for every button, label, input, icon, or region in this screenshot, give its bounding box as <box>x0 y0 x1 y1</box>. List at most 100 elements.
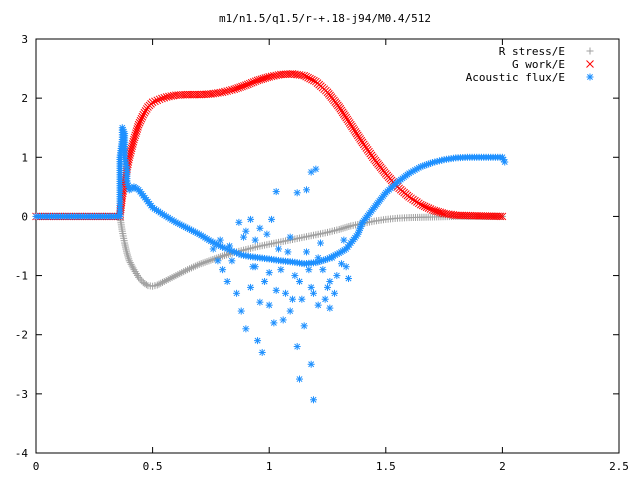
data-point <box>222 251 230 259</box>
data-point <box>268 215 276 223</box>
data-point <box>304 73 312 82</box>
y-tick-label: -2 <box>15 329 28 342</box>
data-point <box>308 75 316 84</box>
data-point <box>127 260 135 268</box>
data-point <box>139 110 148 119</box>
data-point <box>256 298 264 306</box>
data-point <box>221 87 229 96</box>
y-tick-label: -1 <box>15 270 28 283</box>
data-point <box>263 230 271 238</box>
data-point <box>291 272 299 280</box>
data-point <box>267 72 276 81</box>
data-point <box>328 254 336 262</box>
data-point <box>420 202 429 211</box>
data-point <box>131 131 140 140</box>
data-point <box>233 289 241 297</box>
data-point <box>153 96 162 105</box>
data-point <box>128 262 136 270</box>
data-point <box>326 277 334 285</box>
data-point <box>219 266 227 274</box>
data-point <box>324 283 331 291</box>
legend-marker <box>586 73 594 81</box>
data-point <box>416 200 425 209</box>
data-point <box>307 283 315 291</box>
x-tick-label: 2.5 <box>609 460 629 473</box>
data-point <box>342 263 350 271</box>
data-point <box>286 307 294 315</box>
data-point <box>317 239 325 247</box>
y-tick-label: -4 <box>15 447 29 460</box>
data-point <box>333 272 341 280</box>
data-point <box>140 108 149 117</box>
data-point <box>279 316 287 324</box>
data-point <box>148 98 157 107</box>
data-point <box>293 343 301 351</box>
y-tick-label: 3 <box>21 33 28 46</box>
data-point <box>270 72 278 80</box>
data-point <box>128 140 137 148</box>
data-point <box>307 168 315 176</box>
data-point <box>127 146 135 155</box>
data-point <box>296 375 304 383</box>
data-point <box>245 79 254 88</box>
legend-label: G work/E <box>512 58 565 71</box>
data-point <box>237 307 245 315</box>
data-point <box>223 87 232 95</box>
data-point <box>225 86 234 95</box>
data-point <box>282 289 290 297</box>
data-point <box>127 144 136 153</box>
x-tick-label: 2 <box>499 460 506 473</box>
data-point <box>258 348 266 356</box>
data-point <box>289 295 297 303</box>
data-point <box>501 158 509 166</box>
data-point <box>312 165 320 173</box>
data-point <box>265 72 274 81</box>
data-point <box>272 286 280 294</box>
data-point <box>310 76 318 85</box>
data-point <box>125 257 133 265</box>
data-point <box>422 203 431 212</box>
data-point <box>142 105 151 113</box>
data-point <box>321 295 329 303</box>
data-point <box>319 266 327 274</box>
data-point <box>138 112 147 121</box>
data-point <box>209 245 217 253</box>
data-point <box>265 301 273 309</box>
data-point <box>160 93 169 102</box>
data-point <box>133 125 142 133</box>
legend-marker <box>586 60 594 68</box>
data-point <box>297 71 306 80</box>
data-point <box>243 80 252 89</box>
data-point <box>302 72 310 81</box>
data-point <box>326 304 334 312</box>
data-point <box>151 97 159 106</box>
data-point <box>418 201 427 210</box>
legend-label: R stress/E <box>499 45 565 58</box>
data-point <box>284 248 292 256</box>
data-point <box>216 236 224 244</box>
data-point <box>249 78 258 86</box>
legend-label: Acoustic flux/E <box>466 71 565 84</box>
x-tick-label: 0 <box>33 460 40 473</box>
series-3 <box>32 124 509 404</box>
data-point <box>165 92 173 101</box>
x-tick-label: 1.5 <box>376 460 396 473</box>
data-point <box>270 319 278 327</box>
data-point <box>314 254 322 262</box>
data-point <box>226 242 234 250</box>
data-point <box>129 137 138 146</box>
data-point <box>135 118 144 127</box>
data-point <box>307 360 315 368</box>
data-point <box>300 71 309 80</box>
y-tick-label: -3 <box>15 388 28 401</box>
data-point <box>340 236 348 244</box>
data-point <box>132 127 141 135</box>
data-point <box>155 95 164 104</box>
data-point <box>296 277 304 285</box>
data-point <box>272 188 280 196</box>
data-point <box>254 337 262 345</box>
data-point <box>337 260 345 268</box>
chart-title: m1/n1.5/q1.5/r-+.18-j94/M0.4/512 <box>219 12 431 25</box>
